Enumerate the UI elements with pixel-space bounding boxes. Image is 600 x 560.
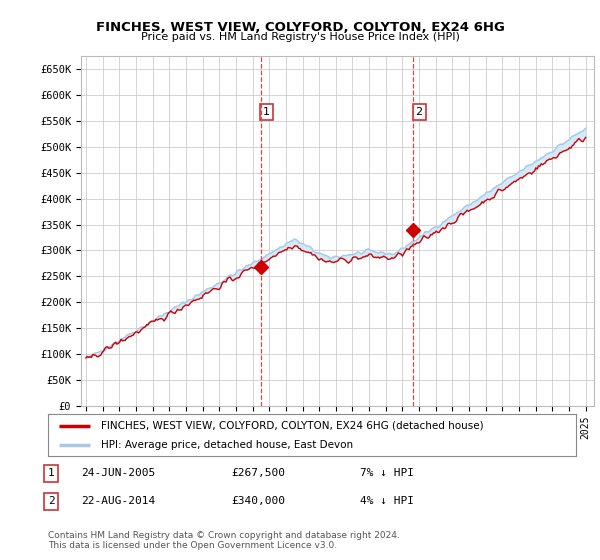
Text: 1: 1	[263, 107, 270, 117]
Text: 1: 1	[47, 468, 55, 478]
Text: FINCHES, WEST VIEW, COLYFORD, COLYTON, EX24 6HG (detached house): FINCHES, WEST VIEW, COLYFORD, COLYTON, E…	[101, 421, 484, 431]
Text: Contains HM Land Registry data © Crown copyright and database right 2024.
This d: Contains HM Land Registry data © Crown c…	[48, 531, 400, 550]
Text: £340,000: £340,000	[231, 496, 285, 506]
Text: 2: 2	[416, 107, 423, 117]
Text: 22-AUG-2014: 22-AUG-2014	[81, 496, 155, 506]
Text: 24-JUN-2005: 24-JUN-2005	[81, 468, 155, 478]
Text: HPI: Average price, detached house, East Devon: HPI: Average price, detached house, East…	[101, 440, 353, 450]
Text: £267,500: £267,500	[231, 468, 285, 478]
Text: 4% ↓ HPI: 4% ↓ HPI	[360, 496, 414, 506]
Text: 2: 2	[47, 496, 55, 506]
Text: 7% ↓ HPI: 7% ↓ HPI	[360, 468, 414, 478]
Text: FINCHES, WEST VIEW, COLYFORD, COLYTON, EX24 6HG: FINCHES, WEST VIEW, COLYFORD, COLYTON, E…	[95, 21, 505, 34]
Text: Price paid vs. HM Land Registry's House Price Index (HPI): Price paid vs. HM Land Registry's House …	[140, 32, 460, 43]
